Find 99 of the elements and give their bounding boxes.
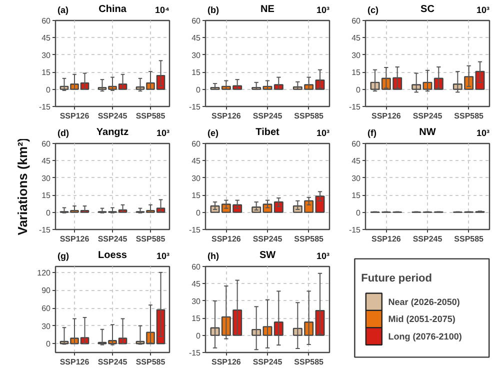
- x-tick-label: SSP126: [60, 112, 90, 120]
- text: 10³: [316, 250, 330, 261]
- y-tick-label: 30: [352, 174, 362, 183]
- x-tick-label: SSP245: [98, 112, 128, 120]
- text: 10³: [316, 4, 330, 15]
- x-tick-label: SSP245: [252, 112, 283, 120]
- text: 10³: [476, 4, 490, 15]
- y-tick-label: 0: [46, 340, 52, 349]
- y-tick-label: 30: [42, 322, 52, 331]
- x-tick-label: SSP126: [371, 234, 402, 244]
- y-tick-label: 0: [356, 208, 362, 218]
- y-tick-label: 0: [196, 85, 202, 94]
- y-tick-label: 15: [42, 68, 52, 78]
- y-tick-label: 15: [352, 191, 362, 200]
- y-tick-label: 45: [352, 34, 362, 43]
- y-tick-label: 30: [42, 174, 52, 183]
- chart-title: NW: [419, 126, 436, 138]
- y-tick-label: 60: [42, 304, 52, 314]
- x-tick-label: SSP126: [60, 234, 90, 244]
- x-tick-label: SSP585: [294, 112, 324, 120]
- x-tick-label: SSP126: [60, 358, 90, 366]
- chart-title: China: [98, 4, 127, 15]
- x-tick-label: SSP245: [252, 358, 283, 366]
- x-tick-label: SSP126: [211, 358, 242, 366]
- y-tick-label: -15: [348, 102, 362, 112]
- text: (f): [368, 128, 376, 138]
- text: 10⁴: [155, 4, 170, 15]
- legend-label: Mid (2051-2075): [388, 314, 456, 324]
- y-tick-label: 0: [46, 85, 52, 94]
- y-tick-label: -15: [188, 102, 202, 112]
- y-tick-label: 60: [192, 262, 202, 272]
- chart-title: Tibet: [256, 126, 280, 138]
- y-tick-label: 30: [192, 174, 202, 183]
- x-tick-label: SSP585: [294, 358, 324, 366]
- y-tick-label: 45: [42, 156, 52, 166]
- text: (a): [58, 4, 68, 15]
- x-tick-label: SSP245: [98, 358, 128, 366]
- y-tick-label: 15: [192, 68, 202, 78]
- x-tick-label: SSP585: [454, 112, 484, 120]
- y-tick-label: 15: [192, 191, 202, 200]
- y-tick-label: 45: [352, 156, 362, 166]
- y-tick-label: 30: [42, 50, 52, 60]
- y-tick-label: 45: [42, 34, 52, 43]
- y-tick-label: 0: [356, 85, 362, 94]
- chart-title: SC: [420, 4, 434, 15]
- x-tick-label: SSP585: [454, 234, 484, 244]
- chart-title: Loess: [98, 250, 128, 261]
- text: 10³: [316, 128, 330, 138]
- legend-label: Long (2076-2100): [388, 331, 462, 342]
- y-tick-label: 0: [196, 331, 202, 340]
- y-tick-label: 45: [192, 156, 202, 166]
- y-tick-label: 45: [192, 280, 202, 289]
- text: 10³: [156, 128, 170, 138]
- y-tick-label: 60: [192, 140, 202, 148]
- y-tick-label: 60: [42, 140, 52, 148]
- y-tick-label: -15: [38, 102, 52, 112]
- y-tick-label: -15: [38, 226, 52, 234]
- y-tick-label: 15: [352, 68, 362, 78]
- x-tick-label: SSP585: [136, 112, 166, 120]
- x-tick-label: SSP126: [371, 112, 402, 120]
- chart-title: NE: [260, 4, 275, 15]
- y-tick-label: 30: [192, 296, 202, 306]
- text: (d): [58, 128, 69, 138]
- y-tick-label: 120: [37, 268, 52, 278]
- text: (e): [208, 128, 218, 138]
- y-tick-label: 0: [196, 208, 202, 218]
- y-tick-label: 30: [352, 50, 362, 60]
- y-tick-label: 60: [42, 16, 52, 26]
- chart-title: SW: [259, 250, 276, 261]
- y-tick-label: 60: [352, 140, 362, 148]
- y-tick-label: 60: [192, 16, 202, 26]
- y-tick-label: 30: [192, 50, 202, 60]
- x-tick-label: SSP585: [294, 234, 324, 244]
- y-tick-label: -15: [188, 348, 202, 358]
- x-tick-label: SSP585: [136, 234, 166, 244]
- text: (h): [208, 250, 219, 261]
- text: (b): [208, 4, 219, 15]
- y-tick-label: 15: [192, 314, 202, 324]
- x-tick-label: SSP126: [211, 112, 242, 120]
- x-tick-label: SSP585: [136, 358, 166, 366]
- x-tick-label: SSP245: [412, 112, 443, 120]
- y-tick-label: 90: [42, 286, 52, 296]
- x-tick-label: SSP245: [98, 234, 128, 244]
- x-tick-label: SSP245: [252, 234, 283, 244]
- chart-title: Yangtz: [96, 126, 129, 138]
- y-tick-label: 60: [352, 16, 362, 26]
- text: (c): [368, 4, 378, 15]
- text: 10³: [476, 128, 490, 138]
- text: (g): [58, 250, 69, 261]
- x-tick-label: SSP126: [211, 234, 242, 244]
- y-tick-label: -15: [348, 226, 362, 234]
- y-tick-label: 0: [46, 208, 52, 218]
- text: 10³: [156, 250, 170, 261]
- legend-label: Near (2026-2050): [388, 296, 460, 307]
- x-tick-label: SSP245: [412, 234, 443, 244]
- y-tick-label: 45: [192, 34, 202, 43]
- y-tick-label: 15: [42, 191, 52, 200]
- y-tick-label: -15: [188, 226, 202, 234]
- legend-title: Future period: [361, 272, 432, 284]
